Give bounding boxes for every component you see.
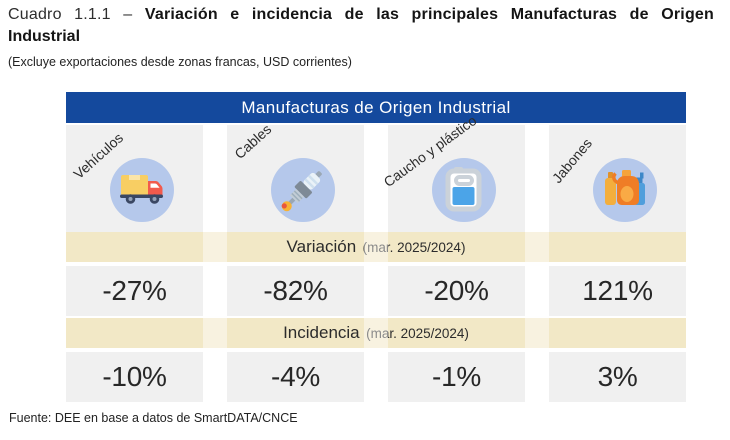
figure-number: Cuadro 1.1.1 –	[8, 6, 133, 23]
source-note: Fuente: DEE en base a datos de SmartDATA…	[9, 411, 298, 425]
figure-title-line1: Variación e incidencia de las principale…	[144, 6, 714, 23]
column-label-cables: Cables	[231, 120, 275, 162]
incidencia-values-row: -10% -4% -1% 3%	[66, 352, 686, 402]
truck-icon	[110, 158, 174, 222]
incidencia-value-cables: -4%	[227, 352, 364, 402]
variacion-value-jabones: 121%	[549, 266, 686, 316]
data-table: Manufacturas de Origen Industrial Vehícu…	[66, 92, 686, 402]
column-gap-overlay	[364, 232, 388, 262]
spark-plug-icon	[271, 158, 335, 222]
column-cell-cables: Cables	[227, 121, 364, 232]
column-cell-vehiculos: Vehículos	[66, 125, 203, 232]
variacion-value-caucho-plastico: -20%	[388, 266, 525, 316]
incidencia-label: Incidencia	[283, 323, 360, 342]
column-gap-overlay	[525, 232, 549, 262]
incidencia-period: (mar. 2025/2024)	[366, 326, 469, 341]
variacion-period: (mar. 2025/2024)	[362, 240, 466, 255]
column-gap-overlay	[525, 318, 549, 348]
incidencia-value-jabones: 3%	[549, 352, 686, 402]
incidencia-value-caucho-plastico: -1%	[388, 352, 525, 402]
column-gap-overlay	[203, 318, 227, 348]
page-subtitle: (Excluye exportaciones desde zonas franc…	[8, 55, 352, 69]
cleaning-products-icon	[593, 158, 657, 222]
jerrycan-icon	[432, 158, 496, 222]
figure-title-line2: Industrial	[8, 28, 81, 45]
variacion-value-cables: -82%	[227, 266, 364, 316]
variacion-label: Variación	[286, 237, 357, 256]
variacion-value-vehiculos: -27%	[66, 266, 203, 316]
incidencia-band: Incidencia (mar. 2025/2024)	[66, 318, 686, 348]
icons-row: Vehículos Cables	[66, 112, 686, 232]
column-cell-jabones: Jabones	[549, 125, 686, 232]
column-label-jabones: Jabones	[548, 135, 596, 186]
column-gap-overlay	[203, 232, 227, 262]
variacion-band: Variación (mar. 2025/2024)	[66, 232, 686, 262]
column-cell-caucho-plastico: Caucho y plástico	[381, 112, 525, 232]
page-title: Cuadro 1.1.1 – Variación e incidencia de…	[8, 4, 714, 48]
incidencia-value-vehiculos: -10%	[66, 352, 203, 402]
column-gap-overlay	[364, 318, 388, 348]
table-header: Manufacturas de Origen Industrial	[66, 92, 686, 123]
variacion-values-row: -27% -82% -20% 121%	[66, 266, 686, 316]
